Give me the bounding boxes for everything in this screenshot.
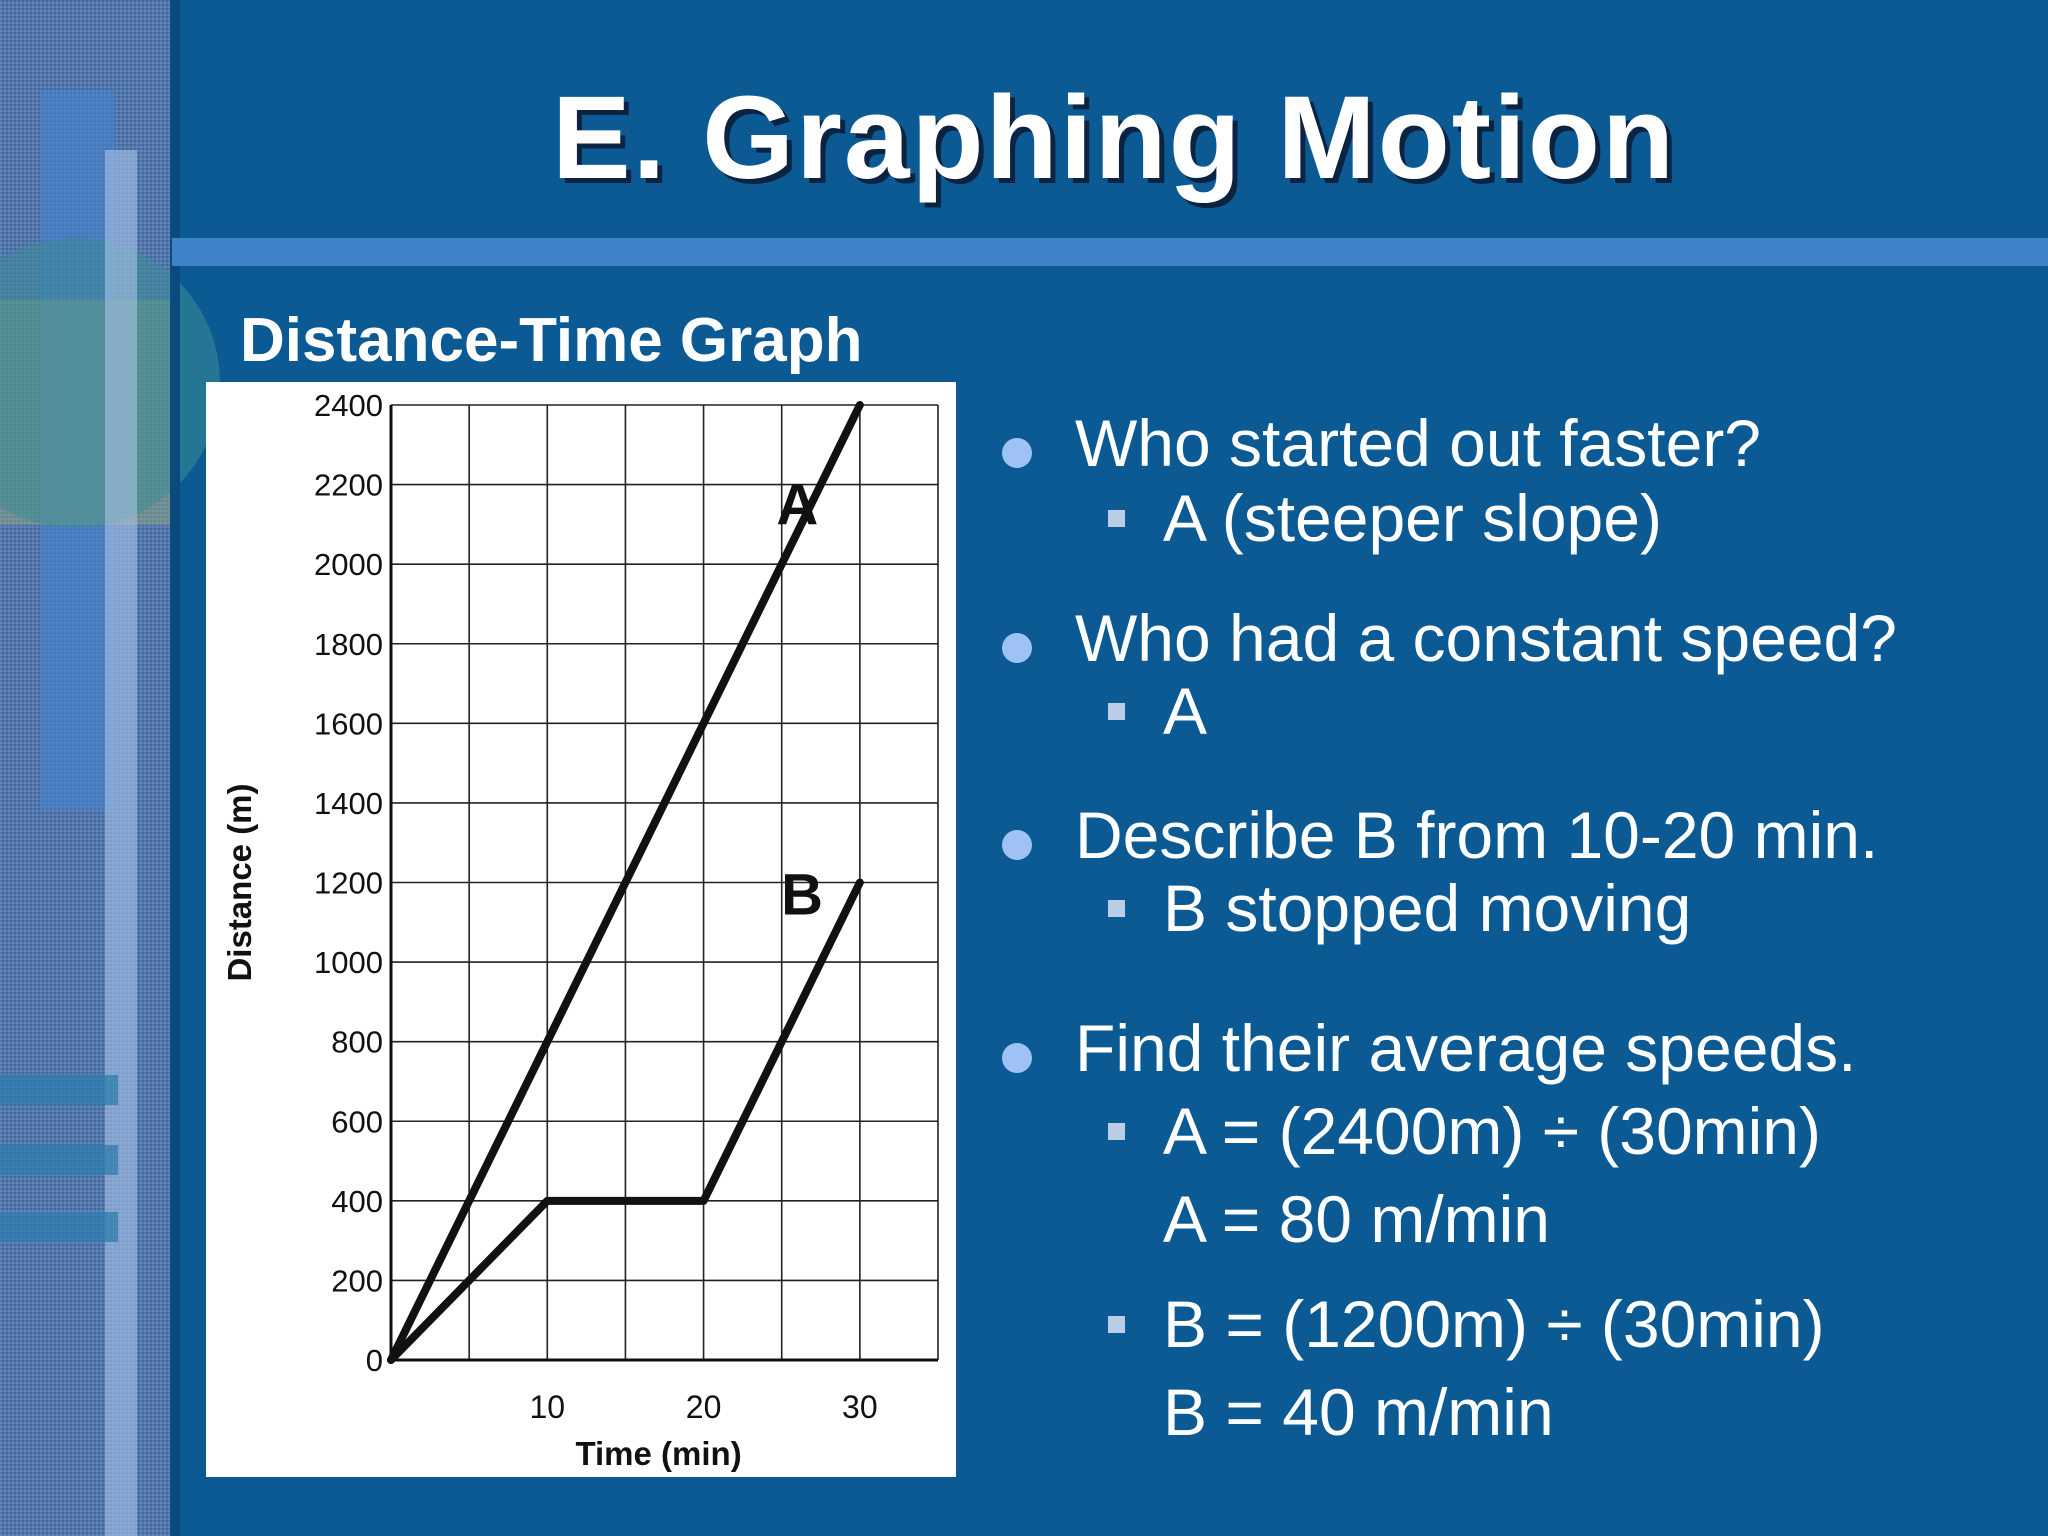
series-line-b <box>387 878 864 1364</box>
bullet-text: Who started out faster? <box>1075 406 1762 480</box>
sub-bullet-marker <box>1108 510 1125 527</box>
y-tick-label: 1000 <box>314 945 383 980</box>
slide-title: E. Graphing Motion <box>551 72 1677 204</box>
bullet-dot <box>1002 438 1032 468</box>
y-tick-label: 1600 <box>314 706 383 741</box>
y-tick-label: 600 <box>331 1104 383 1139</box>
sub-bullet-text: A = 80 m/min <box>1163 1182 1551 1256</box>
sub-bullet-marker <box>1108 1123 1125 1140</box>
sub-bullet-marker <box>1108 703 1125 720</box>
y-tick-label: 1200 <box>314 866 383 901</box>
series-label-b: B <box>781 862 823 927</box>
bullet-dot <box>1002 830 1032 860</box>
bullet-dot <box>1002 633 1032 663</box>
series-label-a: A <box>776 472 818 537</box>
x-axis-label: Time (min) <box>575 1435 741 1472</box>
y-tick-label: 800 <box>331 1025 383 1060</box>
chart-heading: Distance-Time Graph <box>240 306 863 375</box>
sub-bullet-text: B stopped moving <box>1163 871 1692 945</box>
y-tick-label: 1800 <box>314 627 383 662</box>
y-tick-label: 0 <box>366 1343 383 1378</box>
chart-panel: 0 200 400 600 800 1000 1200 1400 1600 1800 2000 220… <box>206 382 956 1477</box>
y-tick-label: 2400 <box>314 388 383 423</box>
sub-bullet-text: B = (1200m) ÷ (30min) <box>1163 1287 1825 1361</box>
bullet-text: Find their average speeds. <box>1075 1011 1857 1085</box>
x-tick-label: 30 <box>842 1389 878 1425</box>
x-tick-label: 20 <box>686 1389 722 1425</box>
decorative-bar <box>0 1145 118 1175</box>
title-rule <box>172 238 2048 266</box>
x-tick-label: 10 <box>529 1389 565 1425</box>
decorative-bar <box>0 1075 118 1105</box>
decorative-bar <box>0 1212 118 1242</box>
bullet-dot <box>1002 1043 1032 1073</box>
strip-edge <box>170 0 180 1536</box>
distance-time-chart: 0 200 400 600 800 1000 1200 1400 1600 1800 2000 220… <box>221 388 939 1472</box>
y-tick-label: 2000 <box>314 547 383 582</box>
sub-bullet-marker <box>1108 1316 1125 1333</box>
sub-bullet-text: B = 40 m/min <box>1163 1375 1554 1449</box>
y-axis-label: Distance (m) <box>221 783 258 981</box>
bullet-text: Who had a constant speed? <box>1075 601 1897 675</box>
decorative-band <box>105 150 137 1536</box>
decorative-strip <box>0 0 220 1536</box>
sub-bullet-text: A (steeper slope) <box>1163 481 1662 555</box>
y-tick-label: 400 <box>331 1184 383 1219</box>
series-line-a <box>387 401 864 1364</box>
sub-bullet-text: A <box>1163 674 1208 748</box>
y-tick-label: 200 <box>331 1263 383 1298</box>
y-tick-label: 2200 <box>314 468 383 503</box>
bullet-text: Describe B from 10-20 min. <box>1075 798 1879 872</box>
sub-bullet-marker <box>1108 900 1125 917</box>
y-tick-label: 1400 <box>314 786 383 821</box>
sub-bullet-text: A = (2400m) ÷ (30min) <box>1163 1094 1821 1168</box>
